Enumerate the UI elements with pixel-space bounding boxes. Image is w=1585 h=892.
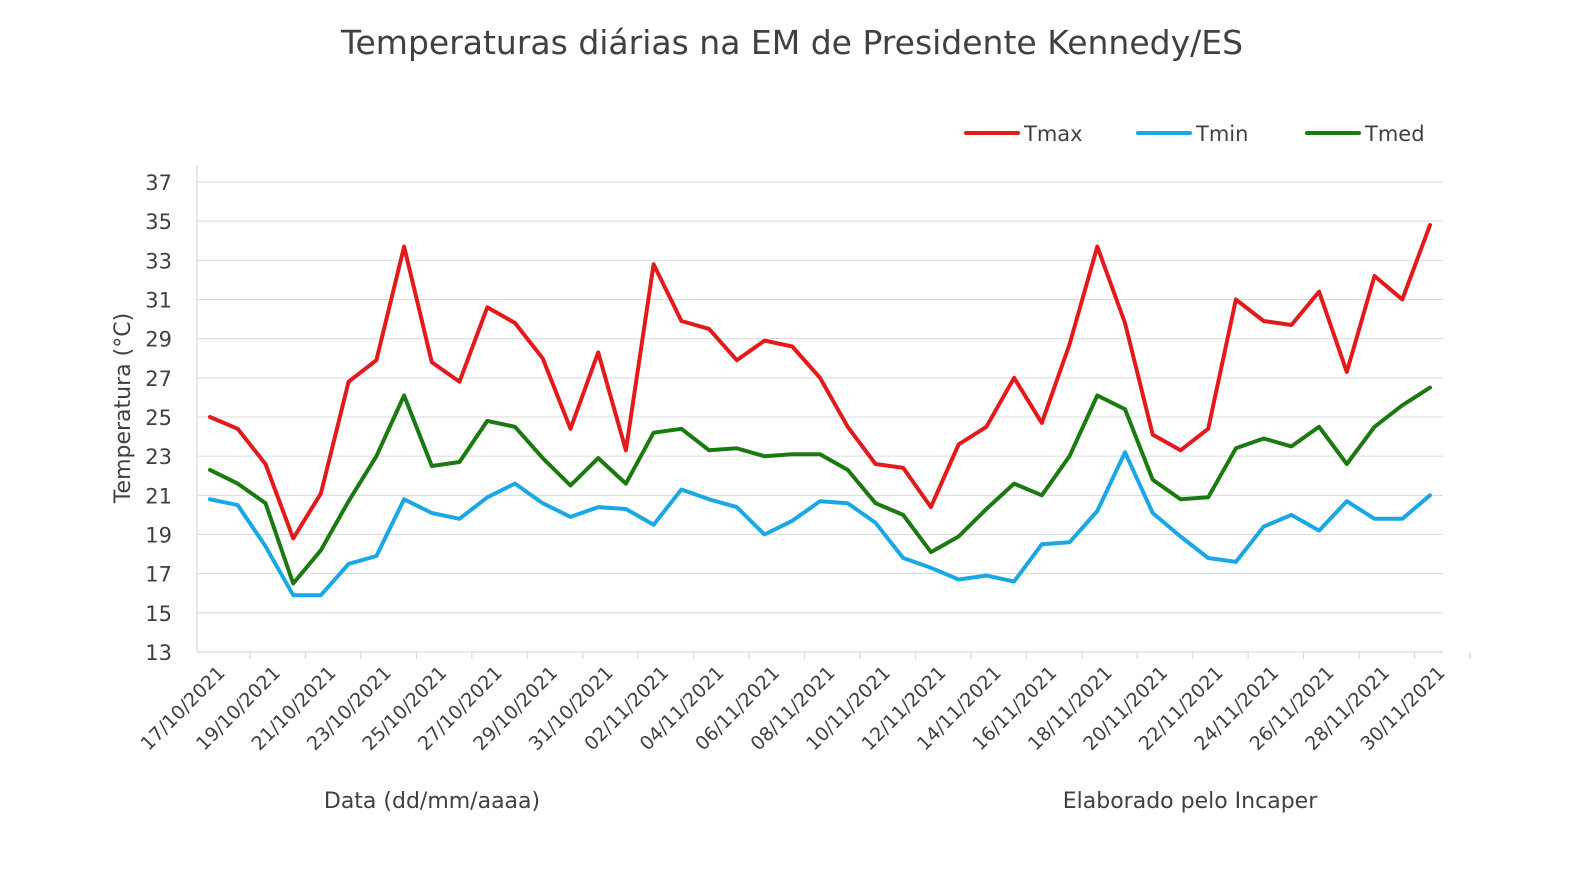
source-note: Elaborado pelo Incaper [1063,789,1318,814]
y-tick-label: 13 [145,641,172,665]
y-tick-label: 27 [145,367,172,391]
y-tick-label: 37 [145,171,172,195]
series-line-tmax [208,223,1432,541]
y-tick-label: 19 [145,524,172,548]
legend-label-tmed: Tmed [1364,122,1425,146]
legend: Tmax Tmin Tmed [964,122,1425,146]
legend-label-tmin: Tmin [1195,122,1248,146]
y-tick-label: 29 [145,328,172,352]
series-lines [208,223,1432,598]
legend-label-tmax: Tmax [1023,122,1083,146]
y-tick-label: 17 [145,563,172,587]
x-axis: 17/10/202119/10/202121/10/202123/10/2021… [137,165,1471,755]
y-axis-ticks: 13 15 17 19 21 23 25 27 29 31 33 35 37 [145,171,172,665]
y-tick-label: 33 [145,249,172,273]
x-axis-label: Data (dd/mm/aaaa) [324,789,540,814]
y-tick-label: 35 [145,210,172,234]
y-tick-label: 31 [145,289,172,313]
series-line-tmin [208,450,1432,598]
gridlines [197,181,1443,614]
chart-title: Temperaturas diárias na EM de Presidente… [340,23,1243,62]
y-tick-label: 25 [145,406,172,430]
y-tick-label: 15 [145,602,172,626]
series-line-tmed [208,385,1432,586]
y-axis-label: Temperatura (°C) [111,313,136,504]
y-tick-label: 21 [145,484,172,508]
y-tick-label: 23 [145,445,172,469]
